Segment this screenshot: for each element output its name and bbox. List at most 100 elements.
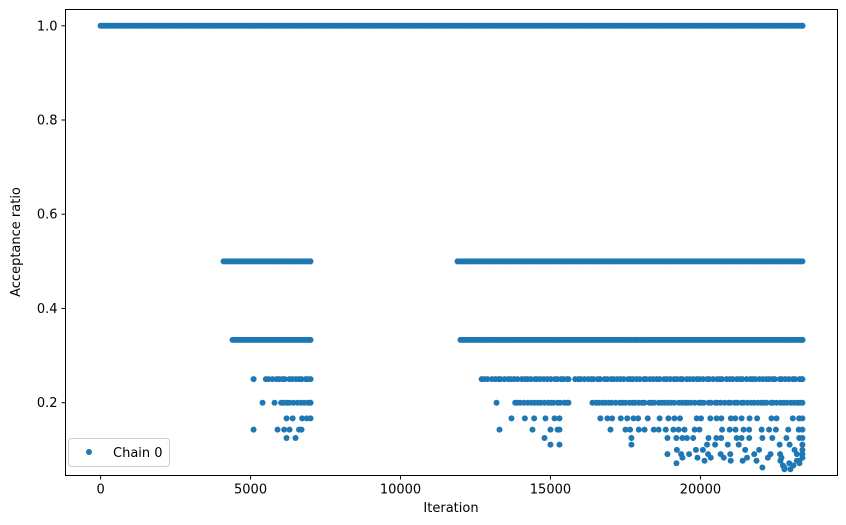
data-point <box>700 376 707 383</box>
data-point <box>707 399 714 406</box>
data-point <box>783 435 790 442</box>
data-point <box>675 426 682 433</box>
data-point <box>307 415 314 422</box>
data-point <box>726 426 733 433</box>
point-band-6-6 <box>607 426 806 433</box>
data-point <box>766 426 773 433</box>
data-point <box>713 435 720 442</box>
data-point <box>630 415 637 422</box>
point-band-4-4 <box>512 399 572 406</box>
data-point <box>547 441 554 448</box>
data-point <box>729 376 736 383</box>
x-tick-label: 15000 <box>530 483 571 498</box>
data-point <box>671 399 678 406</box>
data-point <box>604 415 611 422</box>
y-tick-label: 0.8 <box>37 113 58 128</box>
data-point <box>768 415 775 422</box>
point-band-4-3 <box>493 399 500 406</box>
legend-label: Chain 0 <box>113 446 163 461</box>
data-point <box>665 415 672 422</box>
data-point <box>641 399 648 406</box>
data-point <box>628 435 635 442</box>
data-point <box>777 457 784 464</box>
data-point <box>531 415 538 422</box>
data-point <box>271 399 278 406</box>
data-point <box>542 415 549 422</box>
data-point <box>799 441 806 448</box>
data-point <box>746 415 753 422</box>
x-axis: 0 5000 10000 15000 20000 <box>96 475 721 498</box>
data-point <box>557 399 564 406</box>
data-point <box>785 426 792 433</box>
y-tick-label: 0.6 <box>37 208 58 223</box>
data-point <box>508 415 515 422</box>
data-point <box>307 376 314 383</box>
point-band-13-0 <box>673 460 680 467</box>
data-point <box>655 426 662 433</box>
data-point <box>565 399 572 406</box>
data-point <box>650 426 657 433</box>
data-point <box>746 435 753 442</box>
data-point <box>799 426 806 433</box>
x-tick-label: 10000 <box>380 483 421 498</box>
point-band-9-0 <box>673 446 806 453</box>
data-point <box>718 435 725 442</box>
data-point <box>556 415 563 422</box>
data-point <box>664 451 671 458</box>
point-band-3-2 <box>478 376 572 383</box>
point-band-5-0 <box>283 415 314 422</box>
data-point <box>773 415 780 422</box>
data-point <box>529 426 536 433</box>
data-point <box>628 441 635 448</box>
data-point <box>679 454 686 461</box>
point-band-4-2 <box>278 399 314 406</box>
x-tick-label: 5000 <box>234 483 267 498</box>
data-point <box>673 460 680 467</box>
data-point <box>550 399 557 406</box>
data-point <box>662 426 669 433</box>
data-point <box>556 441 563 448</box>
data-point <box>764 454 771 461</box>
data-point <box>617 415 624 422</box>
data-point <box>636 376 643 383</box>
data-point <box>724 441 731 448</box>
data-point <box>694 454 701 461</box>
data-point <box>686 451 693 458</box>
data-point <box>707 454 714 461</box>
point-band-7-2 <box>628 435 635 442</box>
data-point <box>620 376 627 383</box>
data-point <box>597 415 604 422</box>
data-point <box>690 435 697 442</box>
data-point <box>283 415 290 422</box>
data-point <box>704 441 711 448</box>
data-point <box>754 415 761 422</box>
data-point <box>521 415 528 422</box>
data-point <box>609 415 616 422</box>
data-point <box>756 446 763 453</box>
data-point <box>799 336 806 343</box>
data-point <box>792 376 799 383</box>
data-point <box>751 451 758 458</box>
data-point <box>781 466 788 473</box>
data-point <box>739 376 746 383</box>
point-band-6-1 <box>274 426 293 433</box>
point-band-7-3 <box>664 435 806 442</box>
data-point <box>799 415 806 422</box>
data-point <box>732 415 739 422</box>
data-point <box>738 415 745 422</box>
data-point <box>753 457 760 464</box>
point-band-4-5 <box>589 399 806 406</box>
data-point <box>281 426 288 433</box>
data-point <box>673 435 680 442</box>
point-band-2-0 <box>229 336 314 343</box>
data-point <box>547 426 554 433</box>
data-point <box>693 415 700 422</box>
data-point <box>299 415 306 422</box>
data-point <box>799 435 806 442</box>
point-band-16-0 <box>781 466 794 473</box>
data-point <box>683 435 690 442</box>
data-point <box>673 446 680 453</box>
legend: Chain 0 <box>68 438 170 467</box>
data-point <box>763 399 770 406</box>
point-band-11-0 <box>679 454 806 461</box>
